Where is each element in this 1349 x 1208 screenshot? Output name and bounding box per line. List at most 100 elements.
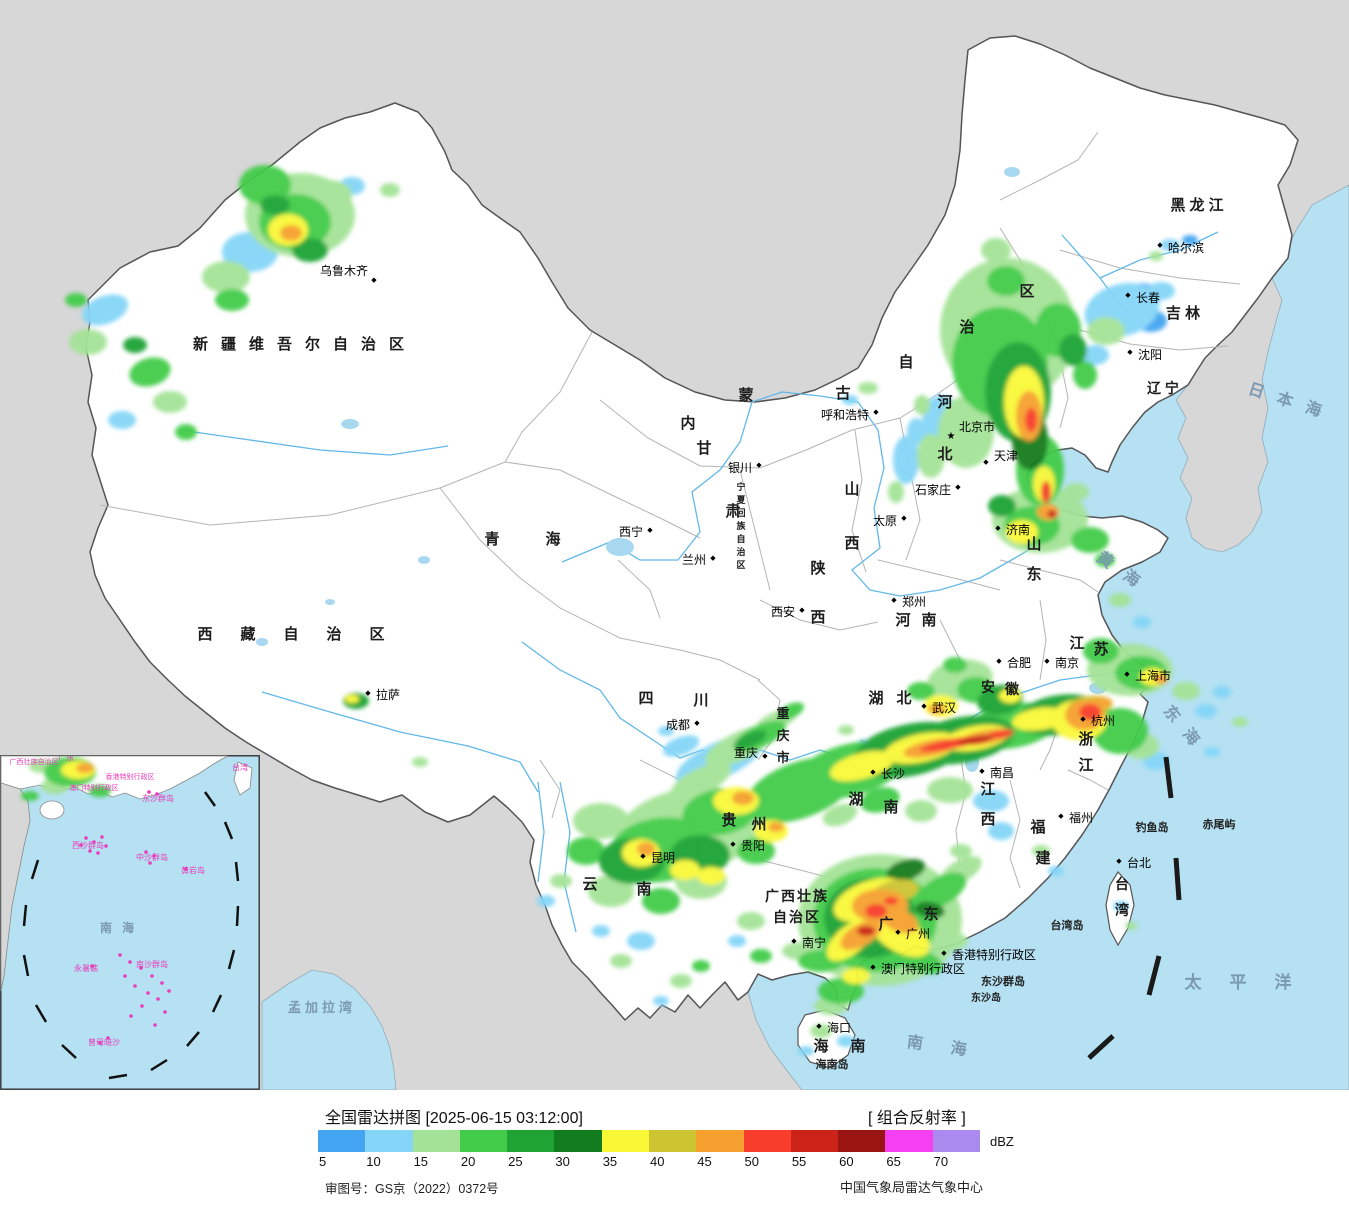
city-label: 西宁 (619, 524, 643, 539)
province-label: 宁 (736, 481, 745, 492)
province-label: 自 (736, 533, 745, 544)
legend-color-10 (365, 1130, 413, 1152)
city-marker: ◆ (730, 841, 736, 848)
province-label: 西 (810, 609, 825, 626)
boundary-dash (1087, 1034, 1115, 1060)
inset-island-dot (140, 1004, 144, 1008)
city-label: 乌鲁木齐 (320, 263, 368, 278)
province-label: 南 (921, 611, 936, 629)
province-label: 河 (895, 611, 910, 629)
city-marker: ◆ (870, 964, 876, 971)
province-label: 山 (844, 481, 859, 498)
inset-boundary-dash (150, 1058, 168, 1072)
city-marker: ◆ (694, 720, 700, 727)
inset-label: 西沙群岛 (72, 840, 104, 850)
province-label: 南 (636, 880, 651, 898)
city-label: 天津 (994, 449, 1018, 463)
inset-boundary-dash (30, 859, 40, 880)
province-label: 徽 (1004, 681, 1020, 697)
city-marker: ◆ (901, 515, 907, 522)
province-label: 蒙 (738, 386, 753, 404)
city-marker: ◆ (756, 462, 762, 469)
inset-island-dot (160, 981, 164, 985)
inset-island-dot (148, 861, 152, 865)
city-marker: ◆ (365, 690, 371, 697)
island-label: 海南岛 (816, 1057, 849, 1071)
sea-label: 太平洋 (1185, 972, 1320, 992)
inset-island-dot (147, 790, 151, 794)
legend-tick: 15 (413, 1154, 429, 1169)
province-label: 江 (1069, 634, 1084, 652)
city-marker: ◆ (995, 525, 1001, 532)
province-label: 夏 (735, 495, 746, 505)
city-label: 长沙 (881, 767, 905, 781)
city-marker: ◆ (979, 768, 985, 775)
city-marker: ◆ (1116, 858, 1122, 865)
inset-boundary-dash (227, 949, 236, 970)
province-label: 黑 龙 江 (1170, 196, 1223, 214)
inset-island-dot (123, 974, 127, 978)
city-label: 福州 (1069, 810, 1093, 825)
province-label: 青 (484, 530, 499, 548)
city-marker: ◆ (891, 597, 897, 604)
inset-island-dot (144, 850, 148, 854)
city-label: 银川 (728, 461, 752, 475)
province-label: 治 (959, 318, 974, 336)
province-label: 庆 (775, 728, 789, 743)
inset-island-dot (118, 953, 122, 957)
province-label: 自 (898, 353, 913, 371)
city-marker: ◆ (1058, 813, 1064, 820)
province-label: 西 (980, 811, 995, 828)
city-marker: ◆ (710, 555, 716, 562)
province-label: 福 (1029, 818, 1045, 836)
city-marker: ◆ (1157, 242, 1163, 249)
province-label: 苏 (1093, 640, 1108, 658)
inset-island-dot (153, 1023, 157, 1027)
province-boundaries (99, 131, 1241, 959)
legend-color-5 (318, 1130, 366, 1152)
bay-of-bengal (261, 969, 397, 1090)
city-label: 太原 (873, 513, 897, 528)
province-label: 族 (736, 520, 746, 531)
city-label: 澳门特别行政区 (881, 961, 965, 976)
city-marker: ◆ (799, 607, 805, 614)
sea-label: 孟加拉湾 (288, 1000, 356, 1015)
province-label: 四 (638, 690, 653, 707)
inset-island-dot (79, 843, 83, 847)
city-marker: ◆ (647, 527, 653, 534)
province-label: 区 (736, 560, 745, 570)
province-label: 广西壮族 (765, 888, 829, 904)
legend-unit: dBZ (990, 1134, 1014, 1149)
province-label: 南 (883, 798, 898, 816)
legend-tick: 5 (319, 1154, 327, 1169)
province-label: 古 (835, 384, 850, 402)
legend-color-70 (932, 1130, 980, 1152)
city-label: 香港特别行政区 (952, 947, 1036, 962)
inset-island-dot (98, 1041, 102, 1045)
inset-island-dot (100, 835, 104, 839)
inset-label: 澳门特别行政区 (70, 783, 119, 792)
legend-tick: 20 (460, 1154, 476, 1169)
inset-island-dot (139, 966, 143, 970)
city-marker: ◆ (983, 459, 989, 466)
inset-boundary-dash (211, 994, 223, 1013)
province-label: 安 (981, 679, 995, 695)
city-label: 成都 (666, 718, 690, 732)
inset-island-dot (104, 844, 108, 848)
province-label: 辽 宁 (1147, 380, 1179, 396)
inset-island-dot (163, 1010, 167, 1014)
island-label: 台湾岛 (1051, 918, 1084, 932)
city-label: 西安 (771, 604, 795, 619)
province-label: 西藏自治区 (197, 625, 412, 643)
map-title: 全国雷达拼图 [2025-06-15 03:12:00] (325, 1110, 583, 1127)
province-label: 山 (1026, 536, 1041, 553)
inset-label: 香港特别行政区 (106, 772, 155, 781)
city-label: 兰州 (682, 553, 706, 567)
legend-tick: 65 (886, 1154, 901, 1169)
city-label: 呼和浩特 (821, 407, 869, 422)
province-label: 江 (1078, 756, 1093, 774)
city-label: 重庆 (734, 746, 758, 760)
legend: 全国雷达拼图 [2025-06-15 03:12:00] [ 组合反射率 ] d… (0, 1090, 1349, 1208)
province-label: 市 (776, 750, 789, 765)
